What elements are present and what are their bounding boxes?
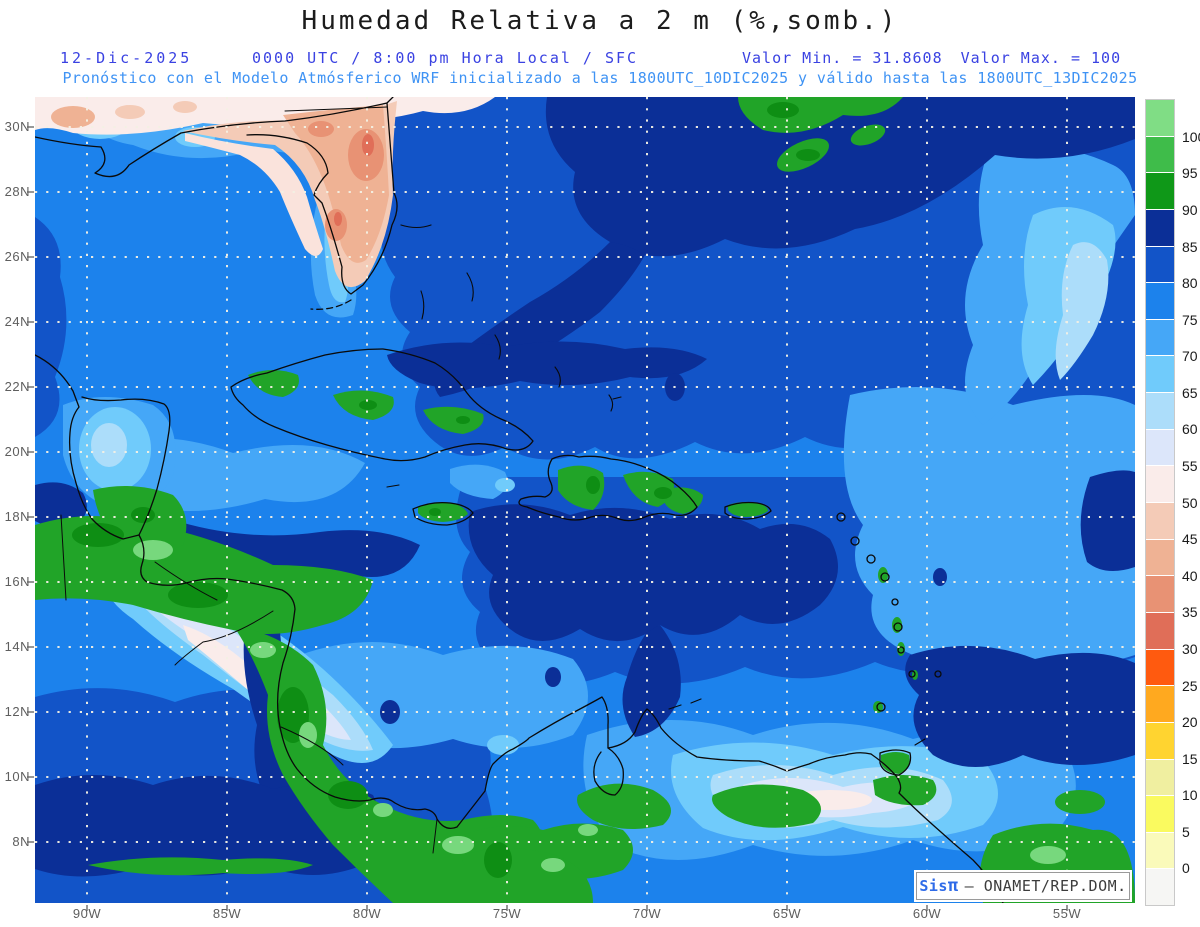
lat-label: 10N — [4, 769, 30, 784]
humidity-field — [35, 97, 1135, 903]
lat-label: 22N — [4, 379, 30, 394]
colorbar-tick: 80 — [1182, 275, 1198, 291]
colorbar-tick: 55 — [1182, 458, 1198, 474]
colorbar-tick: 10 — [1182, 787, 1198, 803]
colorbar-swatch — [1146, 539, 1174, 576]
lat-label: 20N — [4, 444, 30, 459]
colorbar-swatch — [1146, 466, 1174, 503]
colorbar-swatch — [1146, 173, 1174, 209]
colorbar-tick: 85 — [1182, 239, 1198, 255]
colorbar-swatch — [1146, 869, 1174, 906]
min-max-values: Valor Min. = 31.8608 Valor Max. = 100 — [742, 49, 1139, 67]
colorbar-tick: 15 — [1182, 751, 1198, 767]
colorbar-swatch — [1146, 246, 1174, 283]
model-init-line: Pronóstico con el Modelo Atmósferico WRF… — [62, 69, 1138, 87]
colorbar-tick: 100 — [1182, 129, 1200, 145]
colorbar-swatch — [1146, 136, 1174, 173]
lon-label: 80W — [352, 906, 382, 921]
pi-icon: π — [947, 876, 959, 896]
colorbar-tick: 0 — [1182, 860, 1190, 876]
lat-label: 8N — [12, 834, 30, 849]
lon-label: 70W — [632, 906, 662, 921]
colorbar-tick: 5 — [1182, 824, 1190, 840]
lat-label: 28N — [4, 184, 30, 199]
colorbar-swatch — [1146, 503, 1174, 539]
colorbar-swatch — [1146, 356, 1174, 393]
lat-label: 30N — [4, 119, 30, 134]
colorbar-tick: 90 — [1182, 202, 1198, 218]
lon-label: 75W — [492, 906, 522, 921]
lon-label: 65W — [772, 906, 802, 921]
colorbar-tick: 75 — [1182, 312, 1198, 328]
graticule — [35, 97, 1135, 903]
watermark-badge: Sis π – ONAMET/REP.DOM. — [916, 872, 1130, 900]
colorbar-swatch — [1146, 832, 1174, 869]
colorbar-swatch — [1146, 612, 1174, 649]
colorbar-swatch — [1146, 283, 1174, 319]
page-title: Humedad Relativa a 2 m (%,somb.) — [301, 6, 899, 36]
colorbar-tick: 65 — [1182, 385, 1198, 401]
colorbar-swatch — [1146, 796, 1174, 832]
colorbar-tick: 40 — [1182, 568, 1198, 584]
colorbar-tick: 70 — [1182, 348, 1198, 364]
lon-label: 90W — [72, 906, 102, 921]
watermark-brand: Sis — [919, 877, 948, 895]
lat-label: 18N — [4, 509, 30, 524]
lat-label: 16N — [4, 574, 30, 589]
lat-label: 14N — [4, 639, 30, 654]
colorbar-tick: 35 — [1182, 604, 1198, 620]
colorbar-swatch — [1146, 722, 1174, 759]
coastlines — [35, 97, 1004, 903]
colorbar-swatch — [1146, 686, 1174, 722]
value-min: Valor Min. = 31.8608 — [742, 49, 943, 67]
humidity-map — [27, 97, 1135, 911]
colorbar-swatch — [1146, 209, 1174, 246]
lat-label: 26N — [4, 249, 30, 264]
colorbar-tick: 45 — [1182, 531, 1198, 547]
lon-label: 60W — [912, 906, 942, 921]
lat-label: 24N — [4, 314, 30, 329]
colorbar-tick: 60 — [1182, 421, 1198, 437]
colorbar-swatch — [1146, 319, 1174, 356]
forecast-date: 12-Dic-2025 — [60, 49, 193, 67]
colorbar-swatch — [1146, 393, 1174, 429]
colorbar-tick: 30 — [1182, 641, 1198, 657]
lat-label: 12N — [4, 704, 30, 719]
watermark-org: – ONAMET/REP.DOM. — [964, 877, 1127, 895]
colorbar-swatch — [1146, 649, 1174, 686]
humidity-colorbar — [1145, 99, 1175, 906]
colorbar-swatch — [1146, 759, 1174, 796]
colorbar-tick: 95 — [1182, 165, 1198, 181]
axis-ticks — [27, 126, 1068, 911]
valid-time: 0000 UTC / 8:00 pm Hora Local / SFC — [252, 49, 639, 67]
lon-label: 55W — [1052, 906, 1082, 921]
colorbar-tick: 20 — [1182, 714, 1198, 730]
lon-label: 85W — [212, 906, 242, 921]
colorbar-tick: 50 — [1182, 495, 1198, 511]
colorbar-tick: 25 — [1182, 678, 1198, 694]
value-max: Valor Max. = 100 — [960, 49, 1122, 67]
colorbar-swatch — [1146, 429, 1174, 466]
colorbar-swatch — [1146, 576, 1174, 612]
colorbar-swatch — [1146, 100, 1174, 136]
